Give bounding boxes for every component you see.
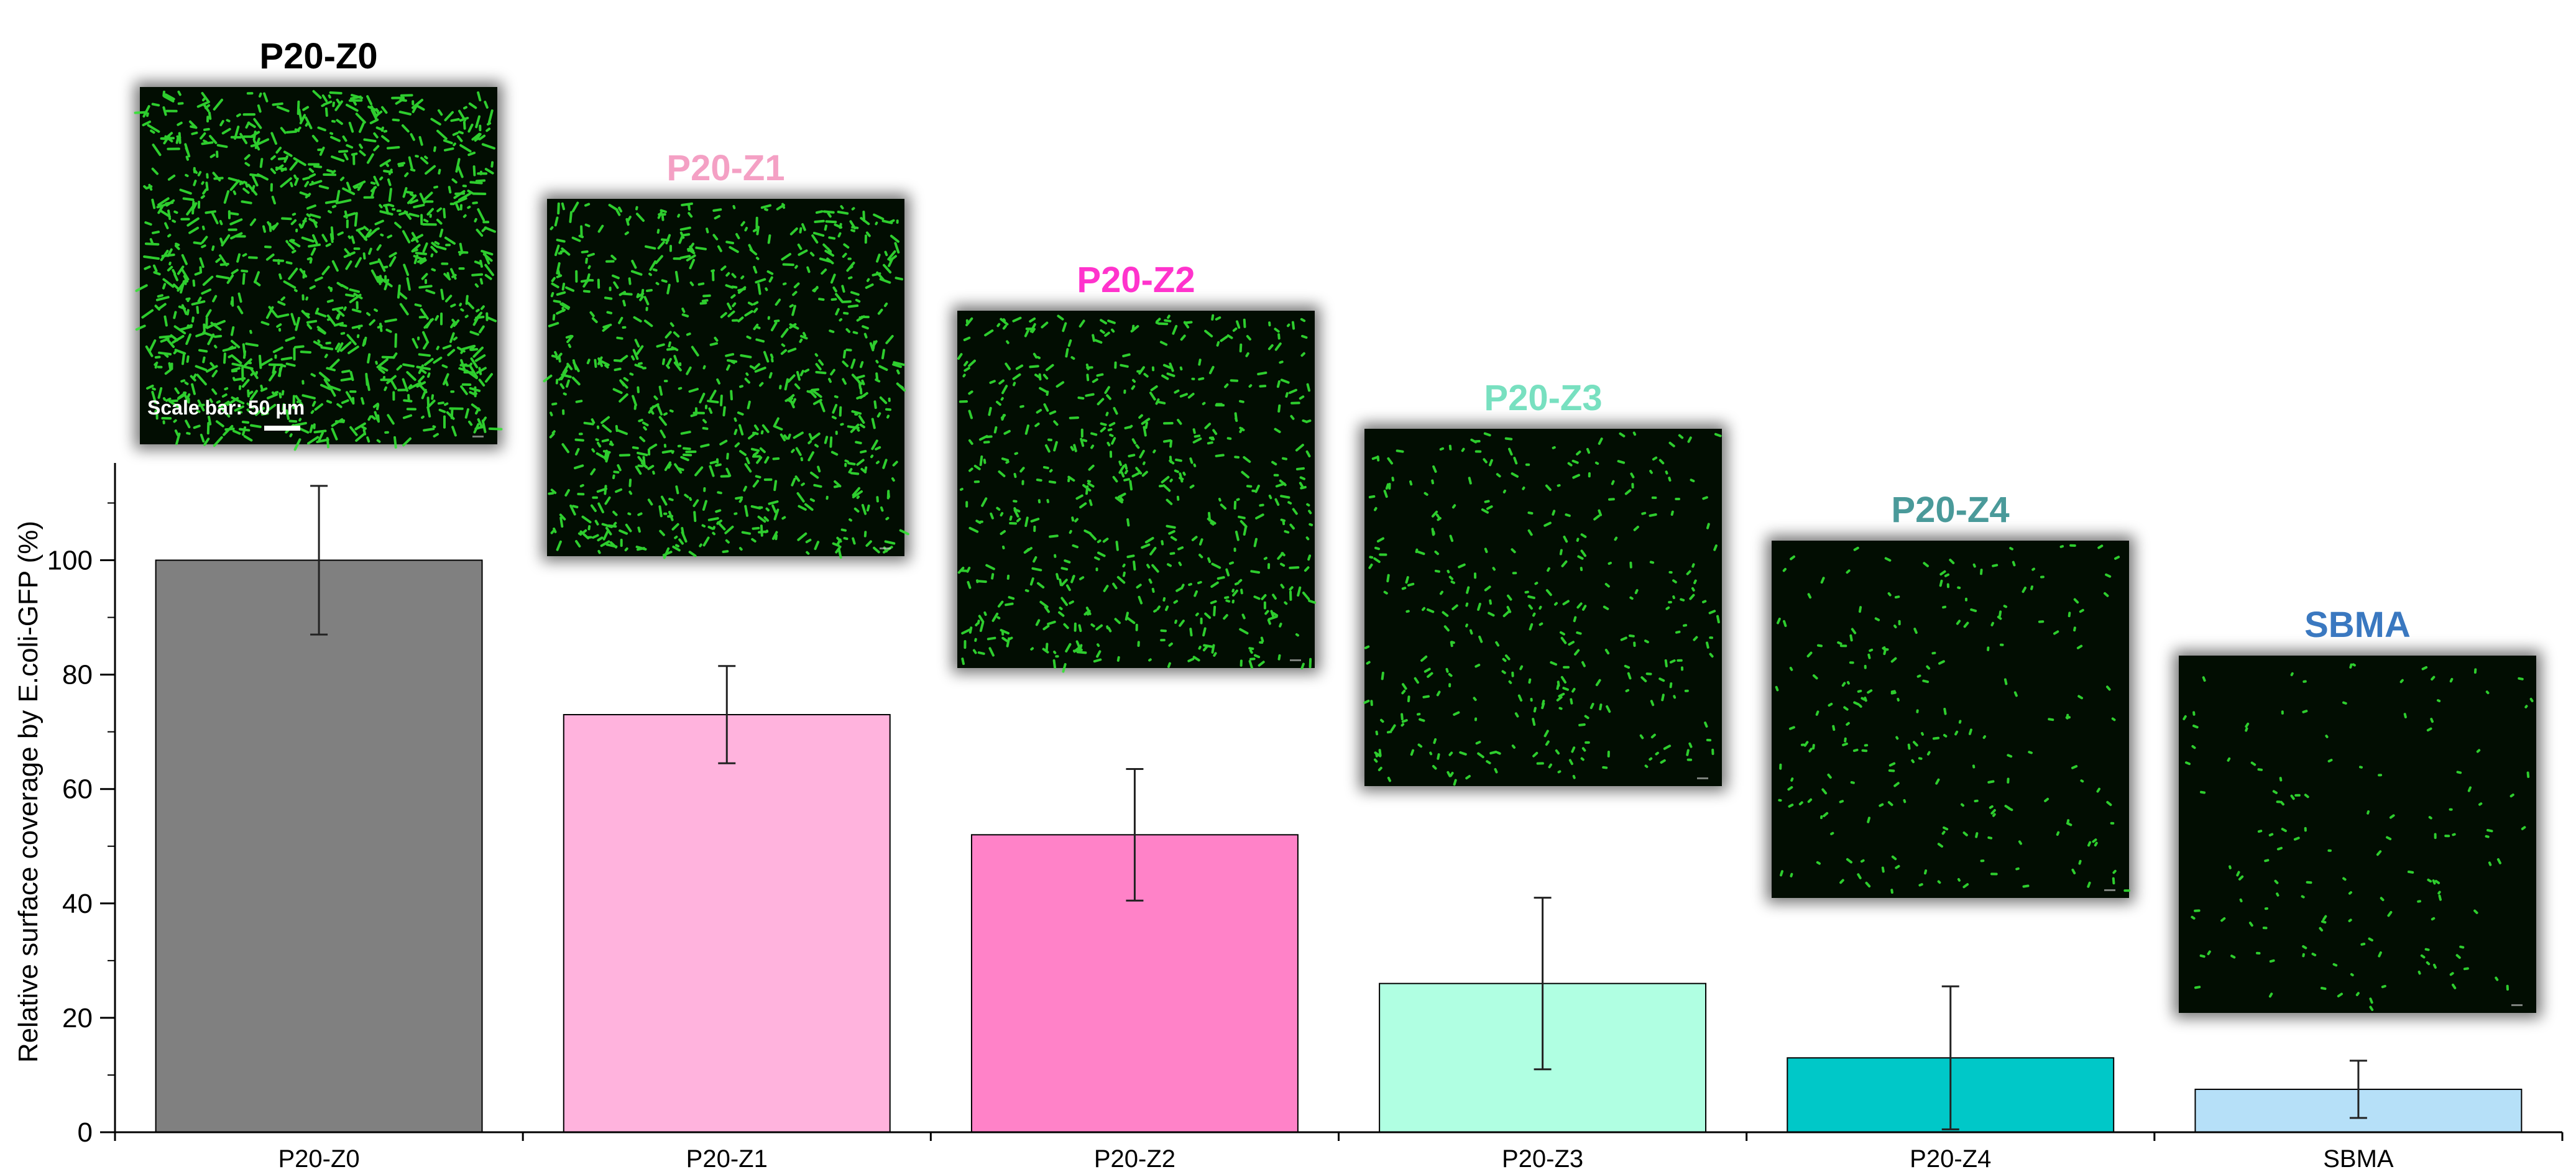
image-background bbox=[2179, 656, 2536, 1013]
image-background bbox=[1772, 541, 2129, 898]
bacteria-specks bbox=[1363, 431, 1722, 786]
x-tick-label: P20-Z3 bbox=[1502, 1145, 1583, 1172]
y-tick-label: 0 bbox=[78, 1117, 93, 1148]
corner-scale-mark bbox=[1697, 777, 1708, 779]
ticks: 0 20 40 60 80 100 P20-Z0 P20-Z1 P20-Z2 P20-Z3 P20-… bbox=[47, 502, 2564, 1172]
image-title: P20-Z3 bbox=[1484, 378, 1602, 418]
image-title: SBMA bbox=[2304, 605, 2411, 645]
image-background bbox=[957, 311, 1315, 668]
x-tick-label: P20-Z2 bbox=[1094, 1145, 1175, 1172]
x-tick-label: P20-Z4 bbox=[1910, 1145, 1991, 1172]
y-tick-label: 80 bbox=[62, 660, 93, 690]
scale-bar bbox=[264, 426, 300, 431]
bacteria-specks bbox=[1775, 544, 2131, 894]
image-title: P20-Z4 bbox=[1891, 490, 2009, 530]
y-tick-label: 40 bbox=[62, 889, 93, 919]
x-tick-label: SBMA bbox=[2323, 1145, 2394, 1172]
scale-bar-label: Scale bar: 50 µm bbox=[147, 396, 305, 419]
bacteria-specks bbox=[543, 201, 909, 559]
bacteria-specks bbox=[134, 89, 503, 451]
image-title: P20-Z2 bbox=[1077, 260, 1195, 300]
micrograph-p20-z4: P20-Z4 bbox=[1767, 490, 2134, 903]
corner-scale-mark bbox=[2104, 889, 2115, 891]
corner-scale-mark bbox=[1290, 659, 1301, 661]
y-tick-label: 100 bbox=[47, 545, 93, 575]
x-tick-label: P20-Z1 bbox=[686, 1145, 768, 1172]
micrograph-p20-z2: P20-Z2 bbox=[952, 260, 1320, 673]
micrograph-images: P20-Z0 Scale bar: 50 µm P20-Z1 P20-Z2 P20-Z3… bbox=[134, 36, 2541, 1018]
y-tick-label: 20 bbox=[62, 1003, 93, 1033]
corner-scale-mark bbox=[472, 436, 484, 437]
image-title: P20-Z0 bbox=[259, 36, 377, 76]
bar-p20-z1 bbox=[563, 714, 891, 1133]
bar-p20-z0 bbox=[155, 559, 483, 1133]
bacteria-specks bbox=[957, 314, 1317, 673]
micrograph-p20-z3: P20-Z3 bbox=[1359, 378, 1727, 791]
image-title: P20-Z1 bbox=[666, 148, 784, 188]
x-tick-label: P20-Z0 bbox=[278, 1145, 359, 1172]
corner-scale-mark bbox=[2511, 1004, 2523, 1006]
y-tick-label: 60 bbox=[62, 774, 93, 805]
micrograph-p20-z0: P20-Z0 Scale bar: 50 µm bbox=[134, 36, 503, 451]
image-background bbox=[140, 87, 497, 444]
y-axis-label: Relative surface coverage by E.coli-GFP … bbox=[13, 521, 44, 1063]
image-background bbox=[547, 199, 904, 556]
micrograph-sbma: SBMA bbox=[2174, 605, 2541, 1018]
bacteria-specks bbox=[2183, 663, 2534, 1011]
bars bbox=[155, 559, 2523, 1133]
corner-scale-mark bbox=[880, 547, 891, 549]
micrograph-p20-z1: P20-Z1 bbox=[542, 148, 909, 561]
error-bars bbox=[310, 485, 2367, 1130]
